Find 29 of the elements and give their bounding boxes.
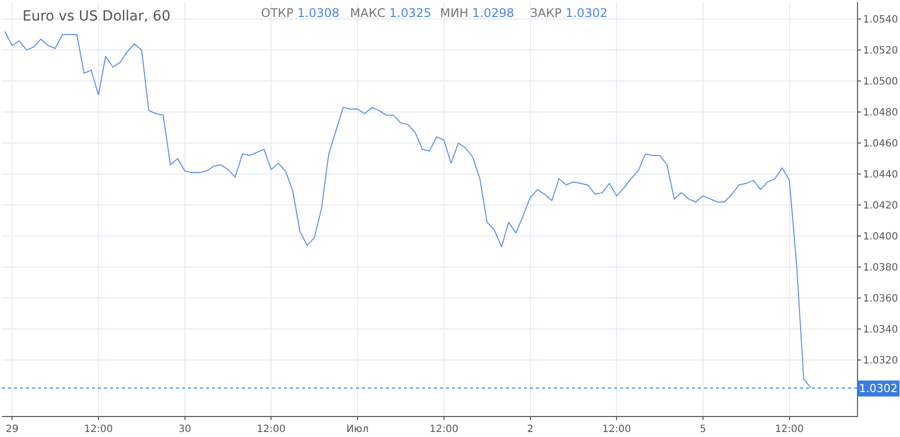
y-tick-label: 1.0520 xyxy=(863,46,898,57)
y-tick-label: 1.0440 xyxy=(863,170,898,181)
x-tick-label: 30 xyxy=(178,424,192,435)
ref-line-label: 1.0302 xyxy=(859,382,898,395)
x-tick-label: 12:00 xyxy=(256,424,286,435)
x-tick-label: 12:00 xyxy=(602,424,632,435)
y-tick-label: 1.0500 xyxy=(863,76,898,88)
x-tick-label: 12:00 xyxy=(84,424,113,435)
y-tick-label: 1.0420 xyxy=(863,200,898,212)
y-tick-label: 1.0320 xyxy=(863,356,898,367)
y-tick-label: 1.0480 xyxy=(863,108,898,119)
y-tick-label: 1.0400 xyxy=(863,232,898,243)
line-series xyxy=(4,30,812,389)
y-tick-label: 1.0340 xyxy=(863,324,898,336)
annotation: МАКС 1.0325 xyxy=(350,6,432,20)
y-tick-label: 1.0360 xyxy=(863,294,898,305)
x-tick-label: 12:00 xyxy=(429,424,458,435)
annotation: ЗАКР 1.0302 xyxy=(530,6,608,20)
x-tick-label: 12:00 xyxy=(774,424,804,435)
text: Euro vs US Dollar, 60 xyxy=(22,8,170,25)
y-tick-label: 1.0460 xyxy=(863,138,898,150)
y-tick-label: 1.0380 xyxy=(863,262,898,274)
y-tick-label: 1.0540 xyxy=(863,14,898,26)
x-tick-label: Июл xyxy=(346,424,369,435)
annotation: МИН 1.0298 xyxy=(440,6,514,20)
x-tick-label: 2 xyxy=(527,424,534,435)
annotation: ОТКР 1.0308 xyxy=(261,6,340,20)
x-tick-label: 5 xyxy=(700,424,706,435)
x-tick-label: 29 xyxy=(6,424,18,435)
